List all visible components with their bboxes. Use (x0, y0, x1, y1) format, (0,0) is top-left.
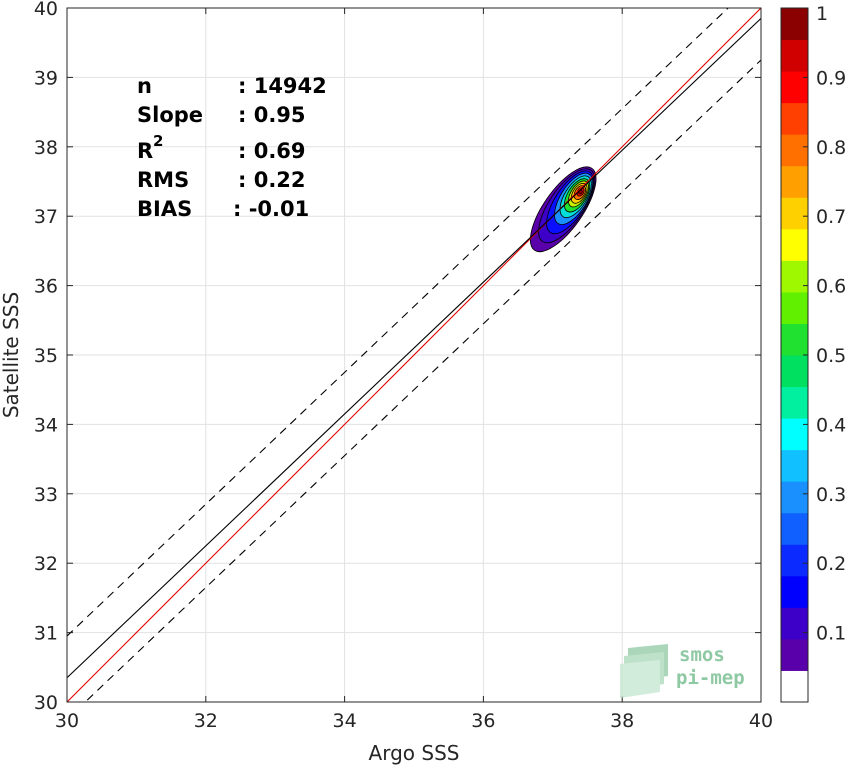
colorbar-tick-label-3: 0.4 (816, 414, 846, 436)
colorbar-segment-13 (781, 260, 808, 293)
colorbar-tick-label-2: 0.3 (816, 484, 846, 506)
colorbar-segment-17 (781, 134, 808, 167)
colorbar-tick-label-0: 0.1 (816, 623, 846, 645)
line-lower-bound-dashed (84, 59, 761, 702)
x-axis-ticks: 30 32 34 36 38 40 (55, 8, 773, 732)
stat-rms-value: : 0.22 (238, 168, 306, 192)
y-tick-label-9: 39 (34, 67, 58, 89)
x-tick-label-0: 30 (55, 710, 79, 732)
colorbar-tick-label-6: 0.7 (816, 206, 846, 228)
line-one-to-one (67, 8, 761, 702)
colorbar-segment-14 (781, 228, 808, 261)
x-tick-label-1: 32 (194, 710, 218, 732)
colorbar-segment-1 (781, 638, 808, 671)
x-tick-label-3: 36 (471, 710, 495, 732)
stat-slope-label: Slope (137, 103, 203, 127)
stat-r2-label: R (137, 139, 153, 163)
colorbar-tick-label-5: 0.6 (816, 276, 846, 298)
y-tick-label-3: 33 (34, 484, 58, 506)
y-tick-label-0: 30 (34, 692, 58, 714)
colorbar-segment-2 (781, 607, 808, 640)
y-tick-label-6: 36 (34, 276, 58, 298)
colorbar-segment-20 (781, 39, 808, 72)
colorbar-segment-18 (781, 102, 808, 135)
logo-line2: pi-mep (676, 667, 745, 689)
colorbar-segment-19 (781, 71, 808, 104)
x-axis-label: Argo SSS (369, 741, 460, 765)
wave-stack-icon (620, 644, 668, 698)
stat-n-label: n (137, 74, 152, 98)
y-tick-label-8: 38 (34, 137, 58, 159)
colorbar-segment-15 (781, 197, 808, 230)
y-tick-label-4: 34 (34, 414, 58, 436)
colorbar-ticks: 0.1 0.2 0.3 0.4 0.5 0.6 0.7 0.8 0.9 1 (803, 3, 846, 645)
stat-slope-value: : 0.95 (238, 103, 306, 127)
y-tick-label-5: 35 (34, 345, 58, 367)
smos-pi-mep-logo: smos pi-mep (620, 644, 745, 698)
colorbar (781, 8, 808, 703)
x-tick-label-5: 40 (749, 710, 773, 732)
colorbar-segment-12 (781, 291, 808, 324)
x-tick-label-2: 34 (333, 710, 357, 732)
line-upper-bound-dashed (67, 8, 729, 637)
colorbar-segment-10 (781, 355, 808, 388)
colorbar-segment-5 (781, 512, 808, 545)
reference-lines (67, 8, 761, 702)
y-axis-label: Satellite SSS (0, 292, 23, 418)
colorbar-segment-4 (781, 544, 808, 577)
colorbar-tick-label-8: 0.9 (816, 67, 846, 89)
colorbar-segment-11 (781, 323, 808, 356)
y-axis-ticks: 30 31 32 33 34 35 36 37 38 39 40 (34, 0, 761, 714)
stat-bias-value: : -0.01 (233, 197, 309, 221)
colorbar-segment-16 (781, 165, 808, 198)
stat-n-value: : 14942 (238, 74, 327, 98)
y-tick-label-2: 32 (34, 553, 58, 575)
colorbar-tick-label-7: 0.8 (816, 137, 846, 159)
colorbar-tick-label-1: 0.2 (816, 553, 846, 575)
colorbar-tick-label-4: 0.5 (816, 345, 846, 367)
line-regression (67, 18, 761, 679)
stat-bias-label: BIAS (137, 197, 192, 221)
grid-lines (67, 8, 761, 702)
colorbar-segment-7 (781, 449, 808, 482)
y-tick-label-10: 40 (34, 0, 58, 20)
colorbar-segment-0 (781, 670, 808, 703)
colorbar-segment-9 (781, 386, 808, 419)
y-tick-label-7: 37 (34, 206, 58, 228)
colorbar-segment-21 (781, 8, 808, 41)
colorbar-segment-3 (781, 575, 808, 608)
y-tick-label-1: 31 (34, 623, 58, 645)
logo-line1: smos (679, 644, 725, 666)
colorbar-segment-6 (781, 481, 808, 514)
colorbar-tick-label-9: 1 (816, 3, 828, 25)
stat-r2-value: : 0.69 (238, 139, 306, 163)
stat-r2-sup: 2 (153, 132, 163, 150)
x-tick-label-4: 38 (610, 710, 634, 732)
stats-box: n : 14942 Slope : 0.95 R 2 : 0.69 RMS : … (137, 74, 327, 221)
stat-rms-label: RMS (137, 168, 189, 192)
colorbar-segment-8 (781, 418, 808, 451)
